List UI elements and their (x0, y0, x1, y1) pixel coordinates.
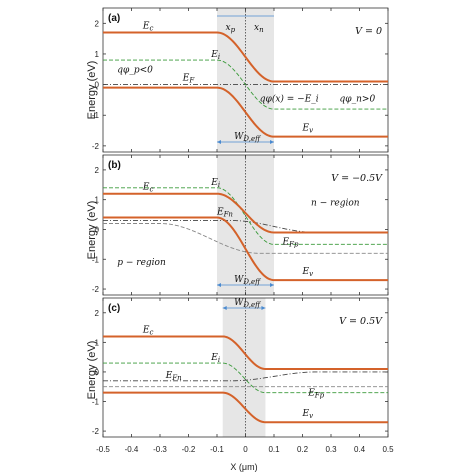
qphi-x-label: qφ(x) = −E_i (260, 93, 319, 104)
efn-label: EFn (216, 208, 233, 219)
x-tick-label: -0.4 (125, 445, 139, 454)
x-tick-label: 0.2 (297, 445, 309, 454)
quasi-fermi-n-line (103, 220, 388, 233)
n-region-label: n − region (311, 199, 360, 209)
p-region-label: p − region (117, 258, 166, 268)
x-tick-label: 0.3 (325, 445, 337, 454)
ei-label: Ei (210, 50, 220, 61)
x-axis-label: X (μm) (230, 462, 257, 472)
conduction-band-line (103, 335, 388, 370)
ec-label: Ec (142, 183, 154, 194)
ei-label: Ei (210, 178, 220, 189)
ec-label: Ec (142, 325, 154, 336)
y-tick-label: 1 (95, 50, 100, 59)
xp-label: xp (226, 23, 236, 34)
y-tick-label: -2 (92, 142, 100, 151)
y-tick-label: -2 (92, 427, 100, 436)
valence-band-line (103, 391, 388, 424)
xn-label: xn (254, 23, 264, 34)
bias-condition: V = 0 (355, 26, 382, 37)
intrinsic-level-line (103, 362, 388, 394)
bias-condition: V = 0.5V (339, 316, 383, 327)
efn-label: EFn (165, 371, 182, 382)
bias-condition: V = −0.5V (331, 173, 383, 184)
panel-a-ylabel: Energy (eV) (86, 61, 98, 120)
qphi-p-label: qφ_p<0 (117, 65, 153, 75)
x-tick-label: -0.3 (153, 445, 167, 454)
y-tick-label: 2 (95, 309, 100, 318)
qphi-n-label: qφ_n>0 (340, 94, 376, 104)
x-tick-label: 0 (243, 445, 248, 454)
y-tick-label: 2 (95, 166, 100, 175)
valence-band-line (103, 86, 388, 138)
efp-label: EFp (282, 237, 299, 248)
ec-label: Ec (142, 22, 154, 33)
panel-b-ylabel: Energy (eV) (86, 201, 98, 260)
panel-label: (b) (108, 160, 121, 171)
y-tick-label: -1 (92, 111, 100, 120)
ef-label: EF (182, 74, 196, 85)
conduction-band-line (103, 192, 388, 234)
y-tick-label: 0 (95, 368, 100, 377)
y-tick-label: -2 (92, 285, 100, 294)
x-tick-label: -0.2 (182, 445, 196, 454)
y-tick-label: -1 (92, 398, 100, 407)
y-tick-label: 0 (95, 81, 100, 90)
panel-label: (a) (108, 13, 120, 24)
panel-b: -2 -1 0 1 2 (b) V = −0.5V Ec Ev Ei WD,eff EFn EFp n −… (92, 154, 389, 296)
quasi-fermi-n-line (103, 371, 388, 382)
intrinsic-level-line (103, 59, 388, 110)
x-tick-label: 0.4 (354, 445, 366, 454)
panel-c-ylabel: Energy (eV) (86, 341, 98, 400)
panel-a: -2 -1 0 1 2 (a) V = 0 Ec Ev Ei WD,eff EF xp xn qφ_p<0q… (92, 7, 389, 153)
y-tick-label: 1 (95, 196, 100, 205)
panel-label: (c) (108, 303, 120, 314)
quasi-fermi-p-line (103, 223, 388, 254)
x-tick-label: -0.1 (210, 445, 224, 454)
x-tick-label: 0.1 (268, 445, 280, 454)
ev-label: Ev (302, 409, 314, 420)
y-tick-label: 2 (95, 19, 100, 28)
wd-label: WD,eff (234, 132, 261, 143)
valence-band-line (103, 216, 388, 282)
x-tick-label: -0.5 (96, 445, 110, 454)
ei-label: Ei (210, 353, 220, 364)
conduction-band-line (103, 31, 388, 83)
wd-label: WD,eff (234, 298, 261, 309)
x-tick-label: 0.5 (382, 445, 394, 454)
ev-label: Ev (302, 267, 314, 278)
y-tick-label: -1 (92, 255, 100, 264)
wd-label: WD,eff (234, 275, 261, 286)
panel-c: -2 -1 0 1 2 (c) V = 0.5V Ec Ev Ei WD,eff EFn EFp (92, 297, 389, 438)
y-tick-label: 1 (95, 338, 100, 347)
efp-label: EFp (307, 389, 324, 400)
ev-label: Ev (302, 124, 314, 135)
y-tick-label: 0 (95, 225, 100, 234)
x-tick-labels: -0.5 -0.4 -0.3 -0.2 -0.1 0 0.1 0.2 0.3 0.4 0.5 (96, 445, 394, 454)
